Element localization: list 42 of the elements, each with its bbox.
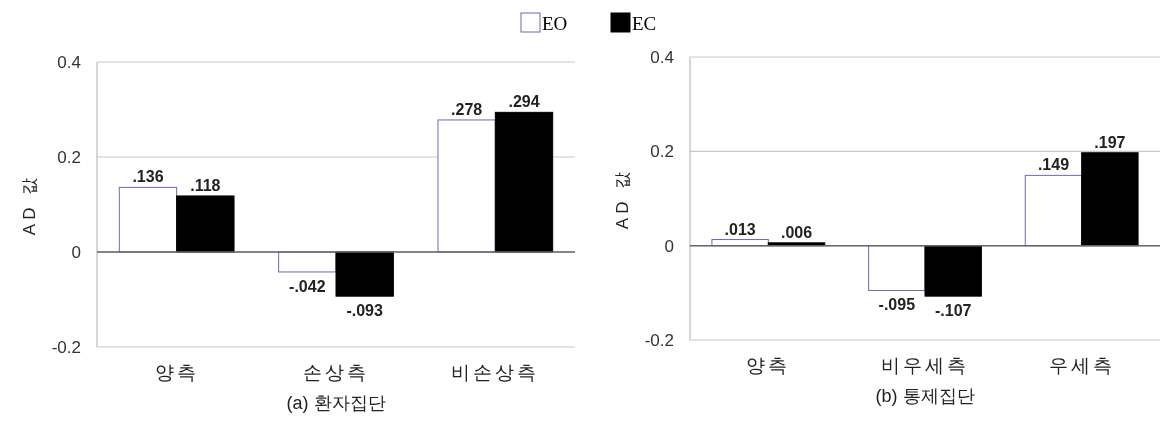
data-label: .197 — [1094, 133, 1126, 151]
legend-label: EO — [542, 13, 568, 34]
data-label: .294 — [508, 93, 540, 111]
y-tick-label: -0.2 — [644, 331, 674, 350]
y-tick-label: 0 — [664, 236, 674, 256]
data-label: -.093 — [346, 302, 384, 320]
x-tick-label: 양측 — [746, 355, 791, 376]
data-label: -.042 — [289, 277, 326, 295]
data-label: .149 — [1037, 156, 1070, 174]
data-label: .136 — [132, 168, 164, 186]
y-tick-label: 0.2 — [57, 148, 81, 167]
bar — [924, 245, 982, 297]
data-label: .118 — [190, 176, 221, 194]
bar — [1081, 152, 1139, 247]
data-label: .006 — [780, 223, 813, 241]
x-tick-label: 비손상측 — [451, 362, 540, 383]
data-label: .278 — [451, 100, 483, 118]
y-tick-label: 0.4 — [650, 48, 674, 67]
bar — [868, 245, 926, 291]
y-axis-title: AD 값 — [20, 173, 39, 236]
bar — [278, 251, 337, 273]
data-label: -.095 — [878, 296, 916, 314]
data-label: -.107 — [934, 302, 972, 320]
legend-label: EC — [632, 13, 657, 34]
bar — [437, 119, 496, 253]
x-tick-label: 우세측 — [1048, 355, 1115, 376]
bar — [118, 186, 178, 253]
y-axis-title: AD 값 — [613, 167, 632, 230]
y-tick-label: 0.4 — [57, 53, 81, 72]
y-tick-label: -0.2 — [51, 338, 81, 357]
x-tick-label: 손상측 — [303, 362, 369, 383]
bar — [494, 111, 554, 253]
x-axis-title: (b) 통제집단 — [875, 386, 975, 406]
x-tick-label: 양측 — [154, 362, 199, 383]
bar — [176, 195, 235, 253]
y-tick-label: 0 — [71, 243, 81, 262]
data-label: .013 — [724, 220, 756, 238]
x-axis-title: (a) 환자집단 — [286, 393, 386, 413]
bar — [335, 251, 394, 297]
bar — [1024, 174, 1083, 247]
y-tick-label: 0.2 — [650, 142, 674, 162]
x-tick-label: 비우세측 — [881, 355, 969, 376]
